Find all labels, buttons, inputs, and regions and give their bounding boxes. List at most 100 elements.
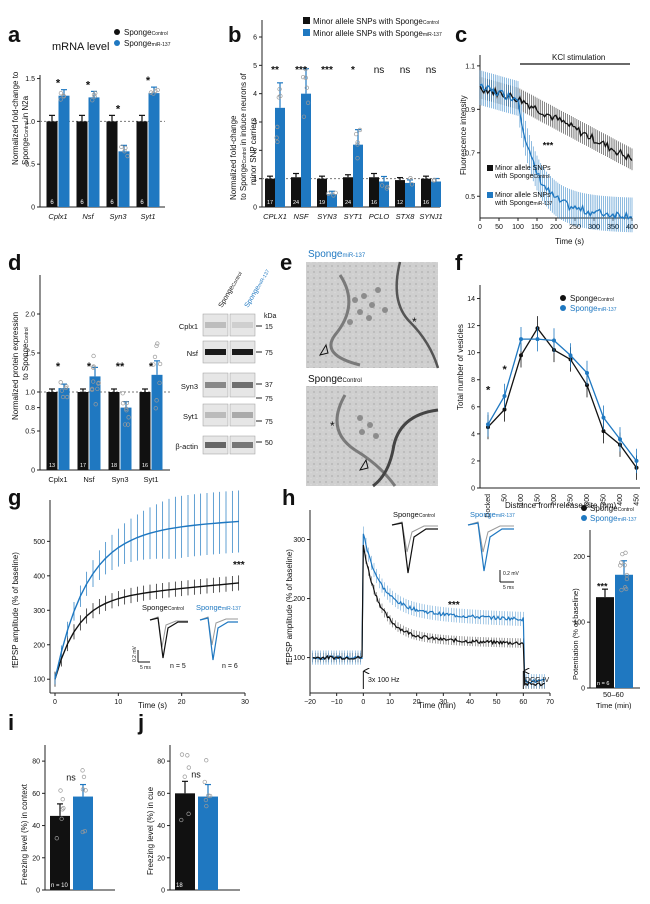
panel-b-bar-control: [369, 177, 379, 207]
panel-d-dots-dot: [124, 400, 130, 406]
panel-b-dots-dot: [333, 190, 338, 195]
panel-h-inset-control-label: SpongeControl: [393, 510, 435, 519]
panel-f-xlabel: Distance from release site (nm): [505, 501, 616, 510]
panel-a-ytick: 1.5: [25, 76, 35, 83]
panel-a-n-label: 6: [50, 200, 54, 206]
panel-b-significance: ns: [400, 65, 411, 76]
panel-i-dots-sponge-dot: [81, 774, 87, 780]
panel-i-ytick: 20: [32, 855, 40, 862]
panel-d-dots-dot: [58, 380, 63, 385]
panel-i-dots-sponge-dot: [82, 828, 88, 834]
panel-d-bar-control: [108, 392, 120, 470]
panel-b-xtick: PCLO: [369, 212, 390, 221]
panel-f-ytick: 2: [471, 458, 475, 465]
panel-a-significance: *: [116, 103, 121, 115]
panel-h-xtick: 70: [546, 699, 554, 706]
panel-h-bar-sponge: [615, 574, 633, 688]
panel-f-ytick: 4: [471, 431, 475, 438]
panel-h-control-line: [312, 544, 545, 687]
panel-h-bar-control: [596, 597, 614, 688]
panel-h-bar-dots-dot: [623, 550, 628, 555]
panel-a-bar-sponge: [118, 151, 130, 207]
western-blot: Cplx1 Nsf Syn3 Syt1 β-actin 15 75 37 75 75 50: [175, 313, 273, 455]
panel-b-ylabel-2: to SpongeControl in induce neurons of: [239, 72, 248, 200]
panel-b-significance: ***: [321, 65, 333, 76]
panel-b-dots-dot: [276, 95, 281, 100]
panel-i-ytick: 0: [36, 888, 40, 895]
panel-b-bar-control: [395, 180, 405, 207]
panel-i-ytick: 60: [32, 791, 40, 798]
panel-b-dots-dot: [274, 135, 279, 140]
panel-h-bar-dots-dot: [618, 560, 624, 565]
panel-d-xtick: Syt1: [143, 475, 158, 484]
panel-b-dots-dot: [355, 156, 360, 161]
panel-j-dots-sponge-dot: [204, 758, 209, 763]
panel-b-legend-control: Minor allele SNPs with SpongeControl: [313, 17, 439, 26]
panel-d-dots-dot: [124, 408, 129, 413]
panel-h-xtick: −20: [304, 699, 316, 706]
panel-h-xtick: 30: [439, 699, 447, 706]
panel-f-ytick: 6: [471, 404, 475, 411]
panel-a-dots-dot: [91, 92, 97, 97]
blot-mw-label: 50: [265, 440, 273, 447]
panel-a-legend-sponge: SpongemiR-137: [124, 39, 171, 48]
panel-j-ylabel: Freezing level (%) in cue: [146, 786, 155, 875]
panel-b-dots-dot: [408, 176, 413, 181]
panel-b-plot: 012345617**CPLX124***NSF19***SYN324*SYT1…: [253, 20, 443, 221]
panel-j-dots-control-dot: [186, 811, 191, 816]
panel-j-dots-sponge-dot: [206, 793, 211, 798]
panel-f-xtick: 200: [551, 494, 558, 506]
blot-mw-label: 15: [265, 324, 273, 331]
panel-h-xtick: 50: [493, 699, 501, 706]
panel-b-ytick: 5: [253, 63, 257, 70]
panel-b-ytick: 2: [253, 148, 257, 155]
panel-h-bar-ytick: 0: [581, 686, 585, 693]
panel-d-dots-dot: [95, 386, 100, 392]
panel-a: a mRNA level SpongeControl SpongemiR-137…: [8, 22, 171, 221]
panel-b-ytick: 4: [253, 91, 257, 98]
panel-d-n-label: 18: [111, 463, 117, 469]
panel-c-sponge-line: [479, 83, 633, 221]
panel-b-dots-dot: [303, 75, 308, 80]
panel-d-xtick: Nsf: [83, 475, 95, 484]
panel-h-bar-significance: ***: [597, 581, 608, 591]
blot-kda: kDa: [264, 313, 277, 320]
panel-d-dots-dot: [154, 398, 159, 403]
panel-b-bar-control: [317, 178, 327, 207]
blot-band-sponge: [232, 349, 253, 355]
panel-b-bar-control: [343, 177, 353, 207]
panel-b-n-label: 24: [293, 200, 299, 206]
panel-f-ytick: 0: [471, 486, 475, 493]
panel-f-xtick: 50: [502, 494, 509, 502]
panel-d-dots-dot: [126, 415, 131, 420]
panel-b-significance: **: [271, 65, 279, 76]
panel-a-ylabel-2: SpongeControl in N2a: [21, 95, 30, 165]
panel-d-dots-dot: [91, 379, 96, 384]
panel-i-plot: 0 20 40 60 80 ns n = 10: [32, 745, 115, 895]
panel-f-xtick: 450: [634, 494, 641, 506]
panel-f-plot: 0 2 4 6 8 10 12 14 Docked 50 100 150 200 250 300 350 400…: [467, 285, 641, 518]
panel-a-xtick: Cplx1: [48, 212, 67, 221]
blot-band-control: [205, 412, 226, 418]
panel-b-significance: ns: [426, 65, 437, 76]
blot-band-sponge: [232, 382, 253, 388]
panel-h-bar-ytick: 200: [573, 554, 585, 561]
panel-d-bar-control: [46, 392, 58, 470]
panel-h-bar-legend-control: SpongeControl: [590, 504, 634, 513]
panel-a-n-label: 6: [80, 200, 84, 206]
panel-j-plot: 0 20 40 60 80 ns 18: [157, 745, 240, 895]
panel-b-significance: *: [351, 65, 355, 76]
panel-g-xtick: 10: [114, 699, 122, 706]
panel-b-dots-dot: [380, 183, 385, 188]
blot-band-sponge: [232, 412, 253, 418]
panel-d-significance: **: [116, 361, 125, 373]
panel-a-significance: *: [86, 79, 91, 91]
panel-d-plot: 0 0.5 0.8 1.0 1.5 2.0 13 * Cplx1 17 * Nsf 18 ** Syn3 16…: [25, 275, 170, 484]
panel-h-sponge-line: [312, 533, 545, 684]
panel-label-c: c: [455, 22, 467, 47]
panel-b-dots-dot: [275, 124, 280, 130]
panel-c-ytick: 0.5: [465, 194, 475, 201]
panel-a-plot: 0 0.5 1.0 1.5 6 * Cplx1 6 * Nsf 6 * Syn3 6 * Syt1: [25, 75, 165, 221]
panel-d-dots-dot: [64, 394, 70, 400]
